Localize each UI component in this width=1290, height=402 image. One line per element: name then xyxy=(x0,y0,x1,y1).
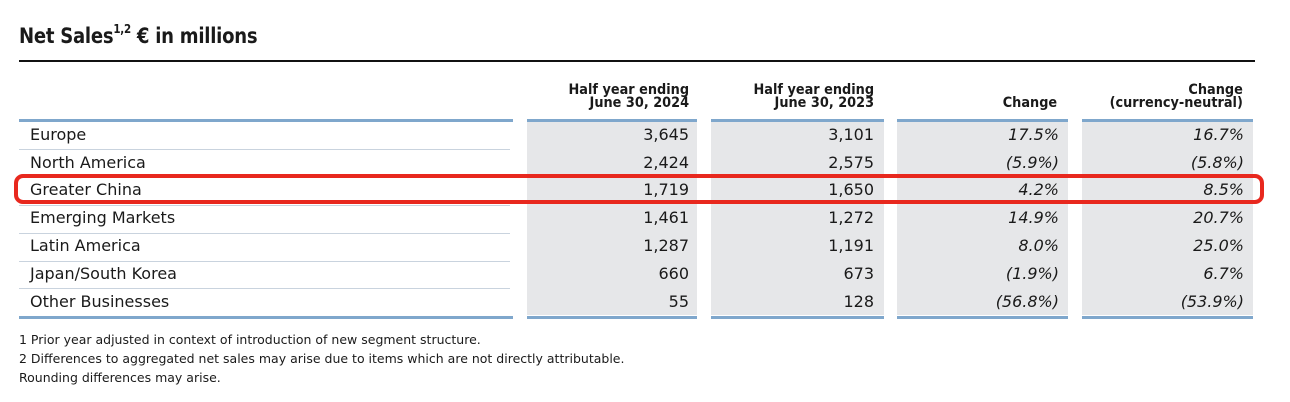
header-change-line2: Change xyxy=(1002,95,1057,111)
cell-2023: 2,575 xyxy=(828,153,874,172)
cell-change: (1.9%) xyxy=(1005,264,1059,283)
header-bar-label xyxy=(19,119,513,122)
footnote-1: 1 Prior year adjusted in context of intr… xyxy=(19,332,481,347)
header-bar-change xyxy=(897,119,1068,122)
header-2023-line2: June 30, 2023 xyxy=(774,95,874,111)
cell-change-cn: 8.5% xyxy=(1203,180,1244,199)
row-label: Europe xyxy=(30,125,87,144)
header-2024-line2: June 30, 2024 xyxy=(589,95,689,111)
cell-change: 14.9% xyxy=(1008,208,1059,227)
cell-change: (5.9%) xyxy=(1005,153,1059,172)
row-label: Latin America xyxy=(30,236,141,255)
row-separator xyxy=(19,261,510,262)
header-h1-2024: Half year ending June 30, 2024 xyxy=(568,82,689,111)
cell-2023: 1,191 xyxy=(828,236,874,255)
row-separator xyxy=(19,288,510,289)
header-bar-2023 xyxy=(711,119,884,122)
shade-2024 xyxy=(527,122,697,315)
row-separator xyxy=(19,205,510,206)
header-bar-2024 xyxy=(527,119,697,122)
cell-change: 4.2% xyxy=(1018,180,1059,199)
cell-change-cn: 25.0% xyxy=(1193,236,1244,255)
footnote-rounding: Rounding differences may arise. xyxy=(19,370,221,385)
row-separator xyxy=(19,149,510,150)
cell-change-cn: (53.9%) xyxy=(1180,292,1244,311)
cell-2024: 3,645 xyxy=(643,125,689,144)
table-title: Net Sales1,2 € in millions xyxy=(19,22,258,48)
footer-bar-label xyxy=(19,316,513,319)
cell-change-cn: 16.7% xyxy=(1193,125,1244,144)
highlight-greater-china xyxy=(14,174,1264,204)
cell-2023: 1,650 xyxy=(828,180,874,199)
cell-change: 8.0% xyxy=(1018,236,1059,255)
header-2024-line1: Half year ending xyxy=(568,82,689,98)
shade-2023 xyxy=(711,122,884,315)
row-label: North America xyxy=(30,153,146,172)
title-text: Net Sales xyxy=(19,24,114,48)
cell-2024: 660 xyxy=(658,264,689,283)
header-change-cn-line1: Change xyxy=(1188,82,1243,98)
cell-change: (56.8%) xyxy=(995,292,1059,311)
header-bar-change-cn xyxy=(1082,119,1253,122)
footer-bar-change-cn xyxy=(1082,316,1253,319)
cell-2024: 1,461 xyxy=(643,208,689,227)
cell-2024: 1,719 xyxy=(643,180,689,199)
footer-bar-change xyxy=(897,316,1068,319)
cell-change-cn: 20.7% xyxy=(1193,208,1244,227)
footer-bar-2024 xyxy=(527,316,697,319)
cell-2023: 3,101 xyxy=(828,125,874,144)
header-h1-2023: Half year ending June 30, 2023 xyxy=(753,82,874,111)
cell-2023: 673 xyxy=(843,264,874,283)
cell-2023: 128 xyxy=(843,292,874,311)
header-change-cn: Change (currency-neutral) xyxy=(1109,82,1243,111)
cell-change-cn: 6.7% xyxy=(1203,264,1244,283)
footer-bar-2023 xyxy=(711,316,884,319)
shade-change-cn xyxy=(1082,122,1253,315)
shade-change xyxy=(897,122,1068,315)
row-label: Greater China xyxy=(30,180,142,199)
row-label: Japan/South Korea xyxy=(30,264,177,283)
header-change: Change xyxy=(1003,84,1057,110)
row-label: Other Businesses xyxy=(30,292,170,311)
header-change-cn-line2: (currency-neutral) xyxy=(1109,95,1243,111)
cell-2024: 55 xyxy=(668,292,689,311)
row-separator xyxy=(19,233,510,234)
row-label: Emerging Markets xyxy=(30,208,176,227)
cell-2024: 1,287 xyxy=(643,236,689,255)
cell-change-cn: (5.8%) xyxy=(1190,153,1244,172)
cell-2023: 1,272 xyxy=(828,208,874,227)
title-superscript: 1,2 xyxy=(113,22,131,36)
header-2023-line1: Half year ending xyxy=(753,82,874,98)
title-suffix: € in millions xyxy=(136,24,258,48)
title-rule xyxy=(19,60,1255,62)
footnote-2: 2 Differences to aggregated net sales ma… xyxy=(19,351,625,366)
cell-2024: 2,424 xyxy=(643,153,689,172)
cell-change: 17.5% xyxy=(1008,125,1059,144)
